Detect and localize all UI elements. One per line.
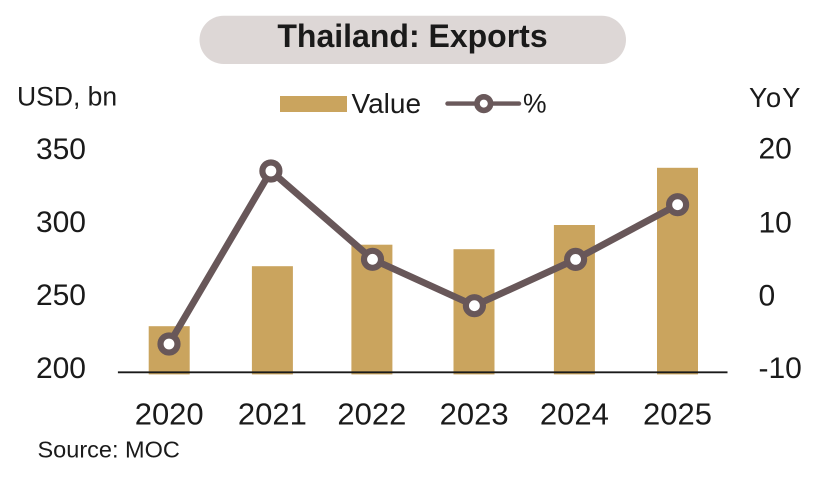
svg-text:20: 20 [759,132,792,165]
svg-text:2020: 2020 [135,397,204,432]
svg-text:Source: MOC: Source: MOC [38,436,180,462]
svg-text:Value: Value [352,88,422,119]
svg-text:0: 0 [759,279,776,312]
svg-text:10: 10 [759,207,792,240]
svg-text:YoY: YoY [749,82,801,113]
svg-text:-10: -10 [759,352,802,385]
svg-text:2022: 2022 [337,397,406,432]
svg-text:350: 350 [36,133,86,166]
svg-text:2021: 2021 [238,397,307,432]
svg-text:%: % [523,89,547,119]
svg-text:250: 250 [36,279,86,312]
svg-text:USD, bn: USD, bn [17,82,117,112]
svg-text:2025: 2025 [643,397,712,432]
svg-text:200: 200 [36,352,86,385]
svg-text:300: 300 [36,206,86,239]
svg-text:2024: 2024 [540,397,609,432]
svg-text:Thailand: Exports: Thailand: Exports [277,18,547,54]
svg-text:2023: 2023 [440,397,509,432]
